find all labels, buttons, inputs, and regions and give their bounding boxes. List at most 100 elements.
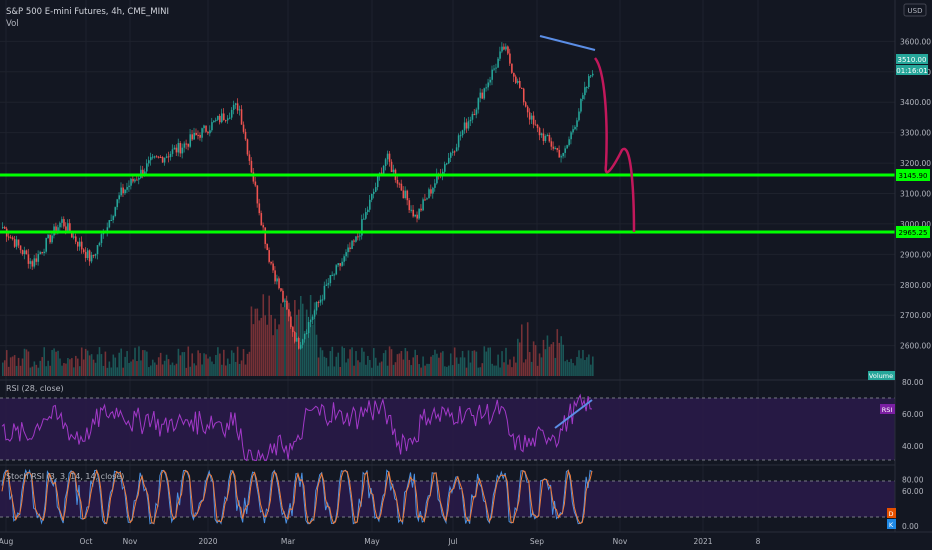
candle-body (408, 200, 411, 211)
time-axis[interactable]: Aug Oct Nov 2020 Mar May Jul Sep Nov 2021 8 (0, 537, 761, 546)
volume-bar (507, 364, 509, 376)
stoch-k-label: K (889, 521, 894, 529)
time-tick-label: Nov (613, 537, 628, 546)
candle-body (524, 102, 527, 107)
candle-body (45, 238, 47, 252)
candle-body (580, 99, 582, 112)
candle-body (15, 239, 18, 247)
volume-bar (517, 338, 519, 376)
volume-bar (542, 339, 545, 376)
candle-body (451, 151, 454, 153)
projection-curve[interactable] (593, 57, 636, 233)
candle-body (13, 239, 16, 247)
candle-body (323, 285, 326, 300)
volume-bar (256, 308, 259, 376)
time-tick-label: Sep (530, 537, 544, 546)
volume-bar (390, 349, 393, 376)
volume-bar (479, 367, 482, 376)
volume-bar (282, 307, 284, 376)
volume-bar (11, 356, 14, 376)
volume-bar (376, 365, 379, 376)
candle-body (584, 87, 586, 96)
rsi-trendline[interactable] (554, 399, 593, 429)
candle-body (562, 152, 565, 157)
candle-body (444, 164, 446, 172)
candle-body (400, 183, 403, 191)
candle-body (266, 243, 269, 251)
price-tick-label: 3300.00 (900, 129, 931, 138)
candle-body (57, 227, 59, 233)
volume-bar (299, 295, 302, 376)
volume-bar (451, 365, 454, 376)
volume-bar (467, 350, 470, 376)
candle-body (43, 251, 46, 254)
volume-bar (189, 366, 192, 376)
volume-bar (365, 364, 367, 376)
candle-body (552, 146, 555, 149)
candle-body (483, 88, 486, 99)
candle-body (582, 95, 584, 100)
candle-body (136, 179, 138, 181)
volume-bar (246, 353, 249, 376)
volume-bar (278, 324, 280, 376)
candle-body (558, 149, 561, 158)
volume-bar (213, 364, 215, 376)
volume-bar (530, 361, 533, 376)
candle-body (489, 79, 491, 83)
volume-bar (455, 357, 458, 376)
candle-body (67, 223, 69, 231)
price-tick-label: 2600.00 (900, 342, 931, 351)
candle-body (23, 250, 26, 255)
stoch-d-label: D (888, 510, 893, 518)
volume-bar (475, 351, 478, 376)
candle-body (157, 156, 160, 158)
candle-body (193, 132, 195, 140)
volume-bar (296, 314, 298, 376)
candle-body (171, 149, 174, 154)
volume-bar (201, 364, 203, 376)
trendline-price[interactable] (539, 35, 596, 51)
volume-bar (124, 356, 126, 376)
price-tick-label: 3000.00 (900, 220, 931, 229)
stoch-k-badge (887, 519, 896, 529)
volume-bar (5, 350, 8, 376)
volume-bar (335, 356, 338, 376)
candle-body (347, 247, 349, 253)
candle-body (333, 274, 336, 276)
candle-body (517, 80, 519, 83)
candle-body (37, 254, 40, 262)
volume-bar (446, 366, 448, 376)
volume-bar (493, 365, 495, 376)
candle-body (359, 235, 361, 237)
volume-bar (359, 362, 361, 376)
candle-body (418, 208, 420, 219)
candle-body (94, 254, 97, 256)
candle-body (148, 160, 150, 164)
candle-body (7, 236, 10, 238)
candle-body (376, 176, 379, 188)
candle-body (590, 75, 592, 77)
candle-body (3, 227, 6, 229)
candle-body (449, 152, 452, 158)
candle-body (78, 241, 81, 247)
volume-bar (497, 354, 499, 376)
candle-body (126, 187, 128, 190)
candle-body (396, 179, 399, 184)
candle-body (226, 118, 229, 121)
candle-body (339, 263, 342, 266)
currency-button[interactable] (903, 3, 927, 17)
level-upper-tag (896, 169, 930, 181)
price-tick-label: 2800.00 (900, 281, 931, 290)
candle-body (163, 157, 166, 163)
candle-body (268, 250, 270, 262)
volume-bar (371, 367, 373, 376)
candle-body (146, 163, 148, 172)
volume-bar (412, 357, 415, 376)
candle-body (114, 207, 117, 217)
volume-bar (414, 349, 417, 376)
candles[interactable] (2, 42, 594, 350)
candle-body (386, 153, 389, 160)
candle-body (301, 339, 304, 345)
candle-body (349, 247, 351, 249)
